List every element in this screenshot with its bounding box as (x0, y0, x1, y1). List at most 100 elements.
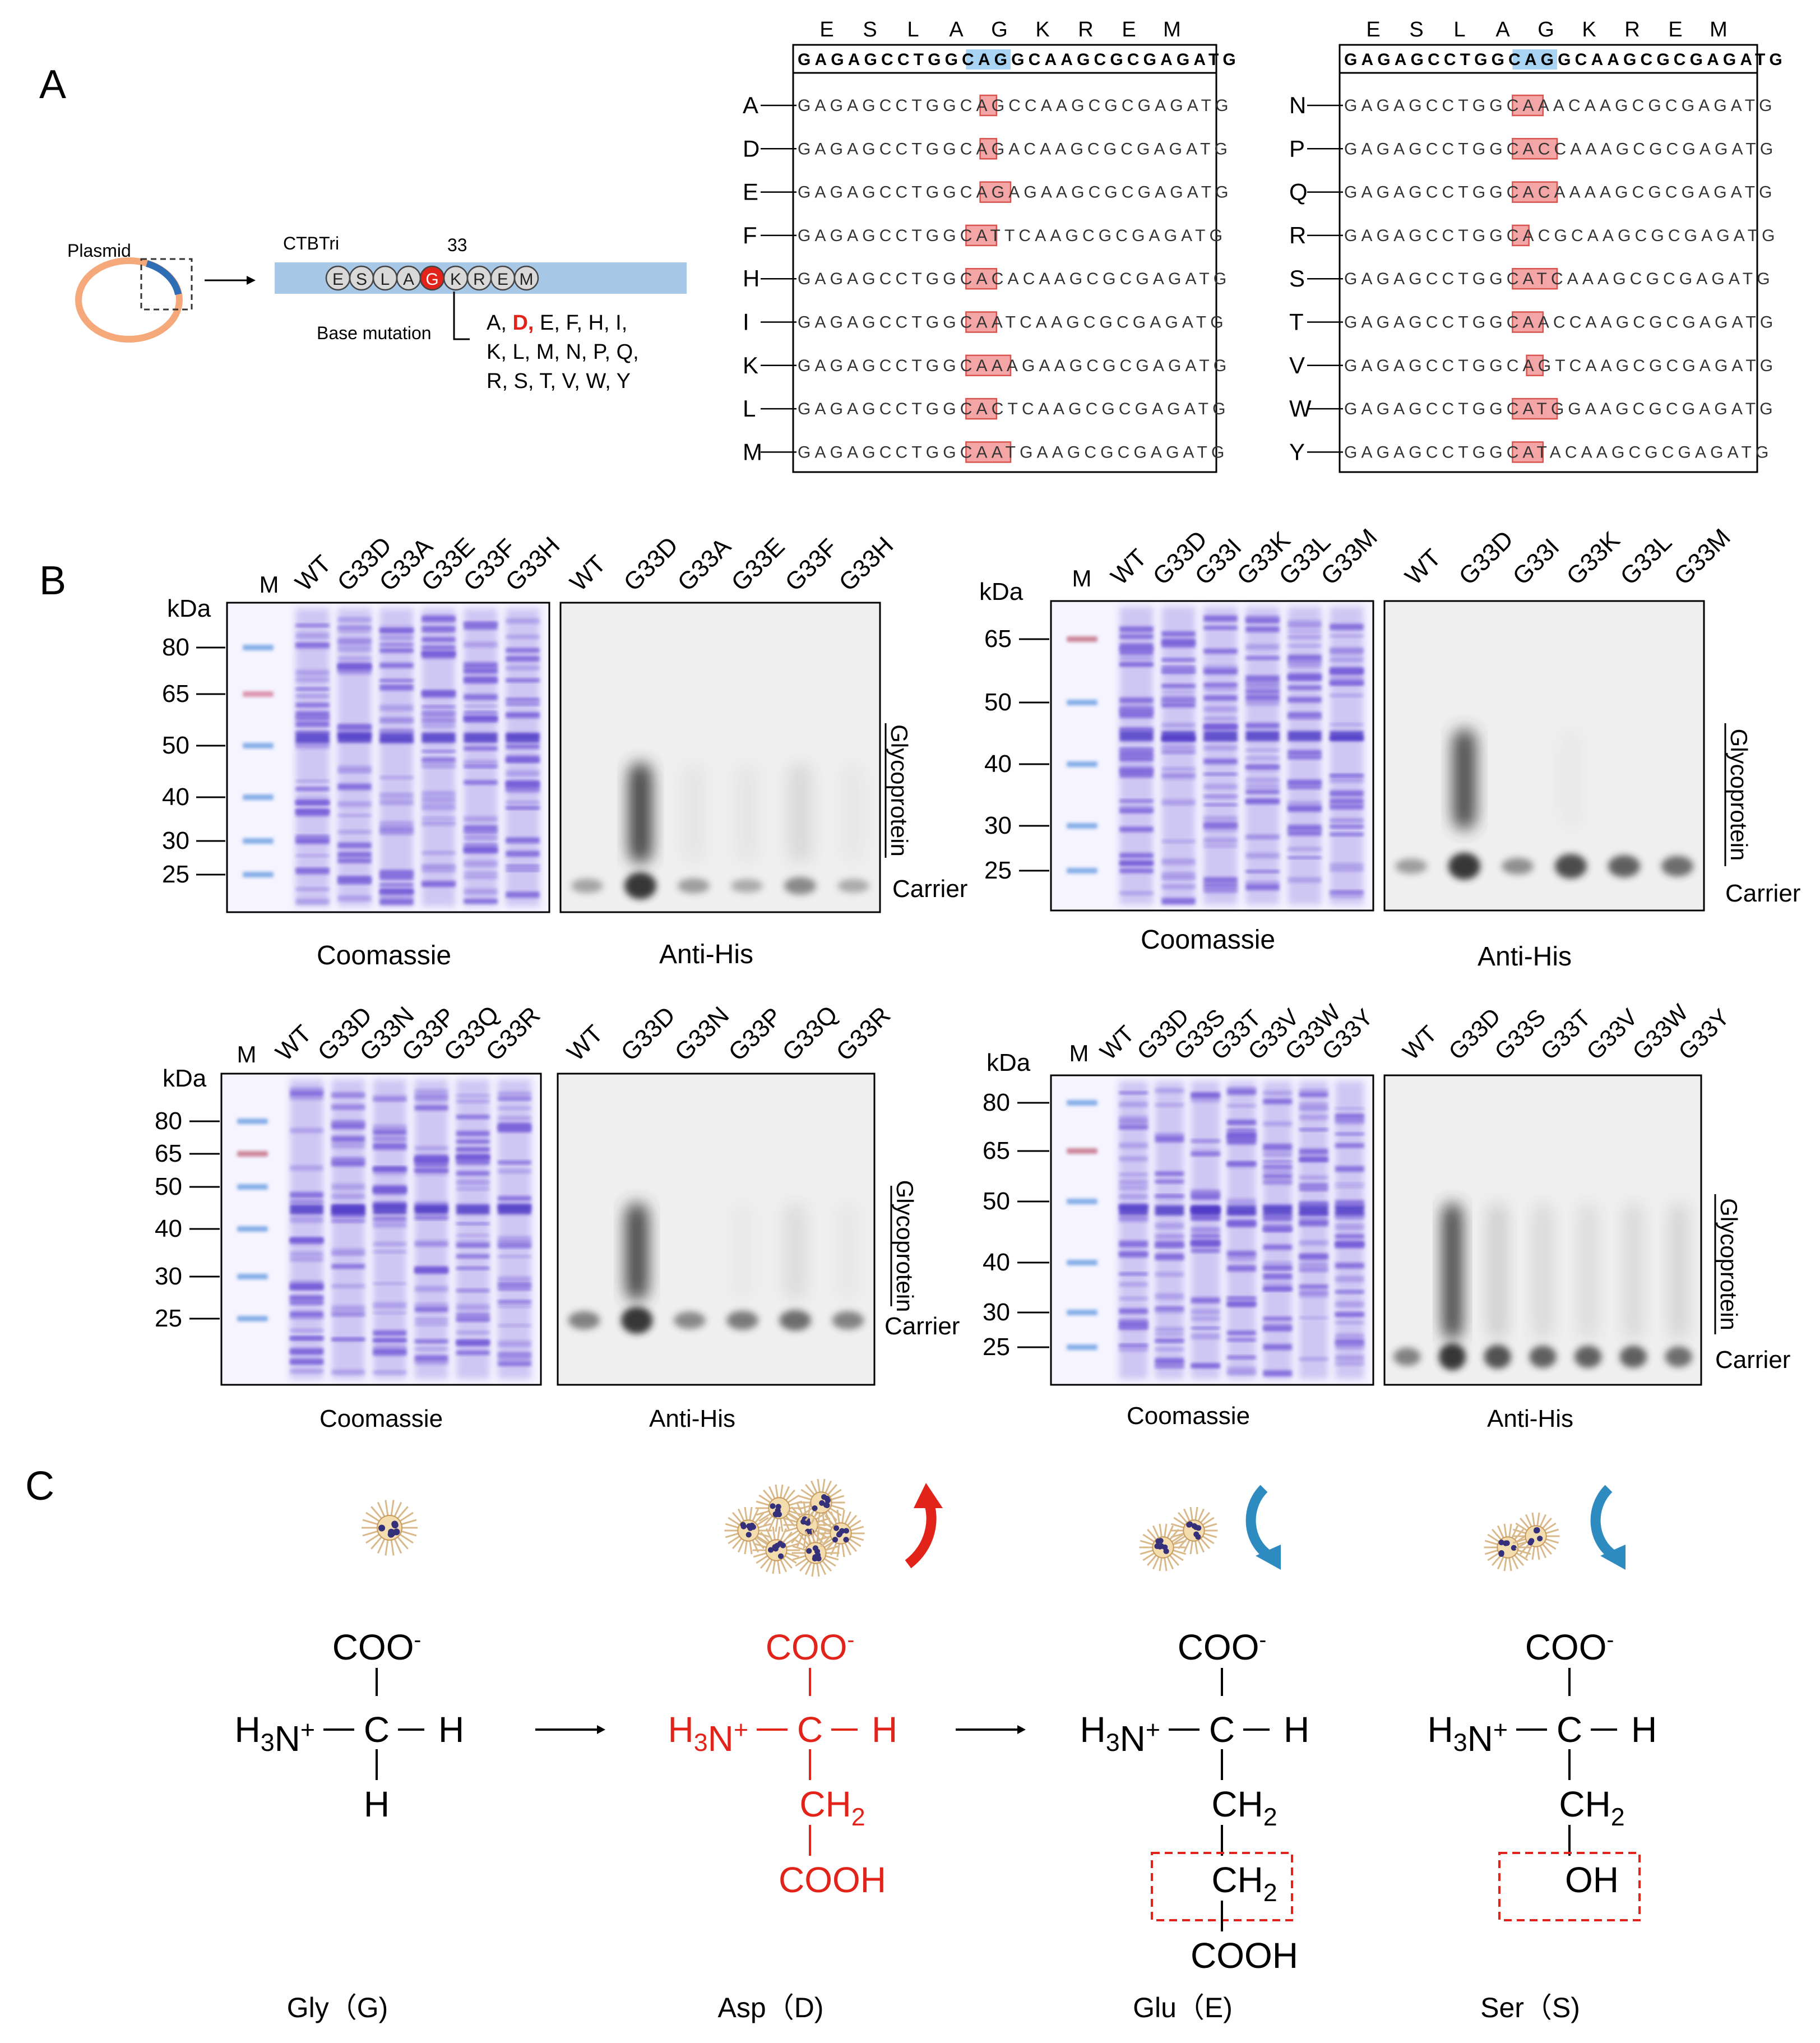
protein-band (464, 843, 498, 847)
protein-band (1119, 756, 1154, 762)
protein-band (456, 1318, 490, 1322)
protein-band (1203, 794, 1238, 797)
ladder-value: 65 (155, 1140, 182, 1167)
protein-band (331, 1121, 365, 1126)
up-arrow-head (914, 1483, 943, 1508)
protein-band (498, 1097, 531, 1101)
carrier-band (1555, 854, 1587, 879)
marker-label: M (1072, 565, 1092, 591)
protein-band (414, 1240, 448, 1246)
protein-band (498, 1341, 531, 1347)
protein-band (506, 807, 540, 810)
glycoprotein-smear (1488, 1203, 1508, 1340)
reaction-arrow-head (597, 1725, 605, 1734)
np-core (767, 1547, 774, 1553)
codon-highlight (966, 49, 1011, 70)
protein-band (379, 821, 414, 828)
protein-band (295, 835, 330, 838)
protein-band (414, 1095, 448, 1102)
protein-band (1119, 711, 1154, 718)
mutation-highlight (1512, 311, 1544, 333)
protein-band (1227, 1129, 1256, 1132)
formula-part: COO (332, 1627, 414, 1667)
lane-label: G33L (1615, 528, 1677, 590)
protein-band (337, 895, 372, 902)
side-chain-group: H (364, 1784, 390, 1824)
amino-acid-name: Gly（G) (287, 1992, 388, 2023)
mutation-highlight (1526, 354, 1544, 377)
mutant-sequence: GAGAGCCTGGCAACCAAGCGCGAGATG (1344, 313, 1777, 332)
lane-label: WT (1400, 544, 1446, 590)
protein-band (414, 1318, 448, 1322)
protein-band (379, 626, 414, 630)
lane-label: G33K (1561, 526, 1625, 590)
protein-band (456, 1313, 490, 1320)
gel-lane (456, 1079, 490, 1379)
lane-label: G33S (1489, 1004, 1550, 1065)
gel-lane (1245, 607, 1280, 905)
protein-band (422, 732, 456, 743)
header-aa: K (1035, 18, 1049, 41)
lane-label: WT (290, 550, 336, 597)
protein-band (1119, 1172, 1148, 1177)
protein-band (1161, 641, 1196, 648)
gel-lane (1299, 1081, 1328, 1379)
protein-band (337, 814, 372, 817)
side-chain-group: CH2 (1559, 1784, 1624, 1831)
protein-band (464, 871, 498, 874)
seq-segment: AA (1538, 96, 1568, 115)
protein-band (373, 1136, 407, 1142)
protein-band (1335, 1186, 1364, 1189)
formula-part: + (1146, 1716, 1160, 1744)
protein-band (506, 865, 540, 868)
protein-band (290, 1337, 323, 1340)
protein-band (373, 1217, 407, 1221)
protein-band (414, 1154, 448, 1161)
carrier-band (1574, 1346, 1602, 1368)
protein-band (1335, 1182, 1364, 1185)
residue-label: E (497, 270, 508, 289)
protein-band (414, 1302, 448, 1306)
protein-band (290, 1315, 323, 1320)
protein-band (1299, 1128, 1328, 1131)
protein-band (1263, 1164, 1292, 1168)
protein-band (1288, 661, 1322, 668)
side-chain-group: CH2 (799, 1784, 865, 1831)
protein-band (1330, 647, 1364, 653)
mutation-highlight (1512, 94, 1544, 117)
protein-band (1330, 820, 1364, 822)
protein-band (1161, 665, 1196, 669)
protein-band (1299, 1316, 1328, 1319)
protein-band (456, 1159, 490, 1165)
protein-band (1203, 695, 1238, 701)
formula-part: H (860, 1860, 886, 1900)
protein-band (290, 1301, 323, 1305)
antihis-caption: Anti-His (649, 1405, 735, 1432)
ladder-band (243, 645, 274, 650)
protein-band (1119, 697, 1154, 704)
glycoprotein-smear (1442, 1203, 1462, 1340)
protein-band (464, 705, 498, 708)
glycoprotein-smear (1452, 729, 1476, 830)
seq-segment: GGC (1541, 50, 1591, 69)
protein-band (1161, 745, 1196, 748)
protein-band (1299, 1148, 1328, 1155)
header-aa: R (1624, 18, 1640, 41)
protein-band (456, 1267, 490, 1270)
protein-band (1288, 635, 1322, 639)
seq-segment: GAGAGCCTGGCA (798, 227, 990, 245)
protein-band (1119, 1205, 1148, 1215)
seq-segment: GAGAGCCTGGCA (1344, 96, 1538, 115)
mutant-label: R (1289, 222, 1306, 248)
protein-band (1155, 1222, 1184, 1229)
protein-band (290, 1087, 323, 1093)
protein-band (456, 1155, 490, 1160)
protein-band (1335, 1301, 1364, 1307)
mutant-sequence: GAGAGCCTGGCATTCAAGCGCGAGATG (798, 227, 1226, 245)
ladder-value: 30 (984, 812, 1012, 839)
protein-band (1288, 674, 1322, 680)
protein-band (1330, 680, 1364, 685)
protein-band (1288, 620, 1322, 626)
protein-band (506, 714, 540, 719)
np-core (814, 1552, 821, 1558)
